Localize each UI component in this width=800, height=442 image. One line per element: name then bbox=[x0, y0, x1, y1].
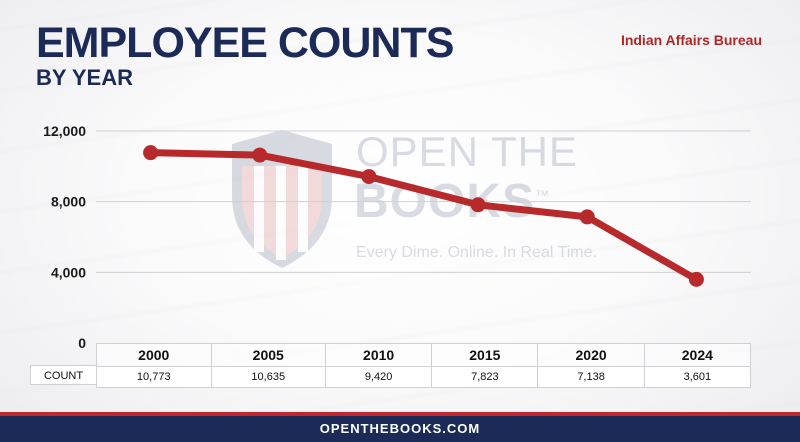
data-label: 7,138 bbox=[537, 366, 645, 388]
data-point-2000 bbox=[143, 145, 159, 161]
data-label: 10,635 bbox=[210, 366, 326, 388]
x-tick-label: 2010 bbox=[324, 343, 433, 367]
watermark-line1: OPEN THE bbox=[356, 128, 578, 175]
data-point-2010 bbox=[361, 169, 377, 185]
series-line bbox=[147, 149, 700, 283]
y-tick-label: 8,000 bbox=[51, 194, 86, 210]
page-title: EMPLOYEE COUNTS bbox=[36, 19, 454, 67]
watermark-tagline: Every Dime. Online. In Real Time. bbox=[356, 244, 597, 261]
footer-accent-bar bbox=[0, 412, 800, 416]
data-point-2020 bbox=[579, 209, 595, 225]
x-tick-label: 2000 bbox=[96, 343, 212, 367]
data-label: 9,420 bbox=[324, 366, 433, 388]
x-tick-label: 2020 bbox=[537, 343, 645, 367]
count-value-row: 10,773 10,635 9,420 7,823 7,138 3,601 bbox=[96, 366, 752, 388]
y-tick-label: 4,000 bbox=[51, 264, 86, 280]
x-tick-label: 2005 bbox=[210, 343, 326, 367]
data-point-2015 bbox=[470, 197, 486, 213]
x-tick-label: 2015 bbox=[431, 343, 539, 367]
data-label: 10,773 bbox=[96, 366, 212, 388]
data-point-2024 bbox=[688, 271, 704, 287]
count-row-label: COUNT bbox=[30, 365, 96, 385]
year-header-row: 2000 2005 2010 2015 2020 2024 bbox=[96, 343, 752, 367]
data-table: 2000 2005 2010 2015 2020 2024 10,773 10,635 9,4… bbox=[96, 343, 752, 388]
agency-name: Indian Affairs Bureau bbox=[620, 32, 762, 48]
data-point-2005 bbox=[252, 147, 268, 163]
y-tick-label: 12,000 bbox=[43, 123, 86, 139]
trademark-symbol: ™ bbox=[535, 187, 551, 203]
footer-site-link[interactable]: OPENTHEBOOKS.COM bbox=[0, 416, 800, 442]
data-label: 7,823 bbox=[431, 366, 539, 388]
page-subtitle: BY YEAR bbox=[36, 65, 134, 90]
data-label: 3,601 bbox=[643, 366, 752, 388]
y-tick-label: 0 bbox=[78, 335, 86, 351]
x-tick-label: 2024 bbox=[643, 343, 752, 367]
